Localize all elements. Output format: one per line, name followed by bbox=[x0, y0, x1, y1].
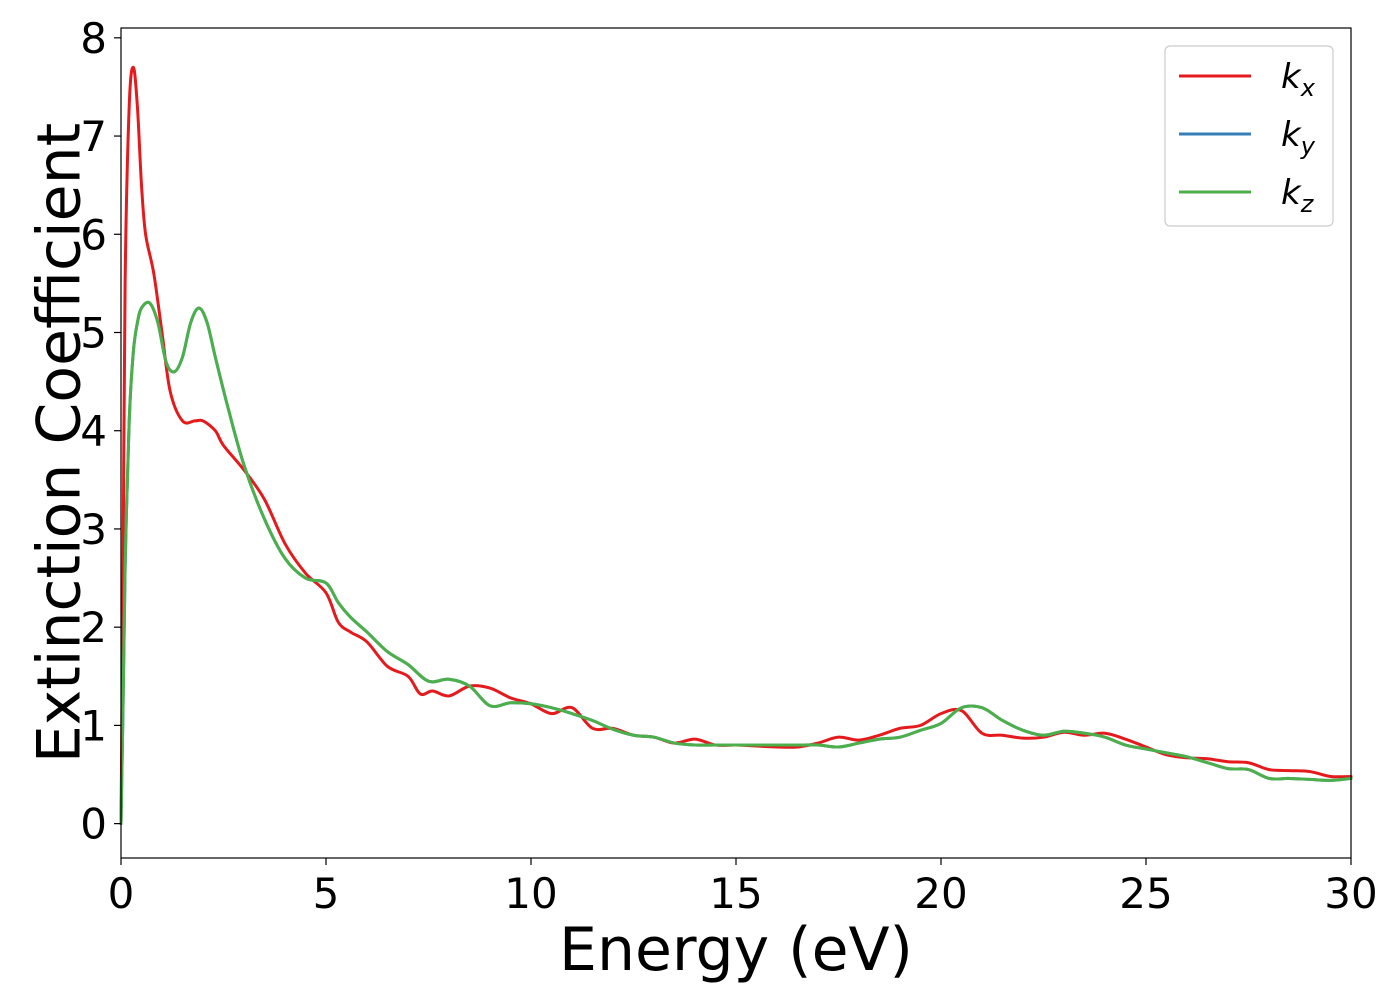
plot-lines bbox=[119, 65, 1353, 826]
x-axis-title: Energy (eV) bbox=[559, 915, 913, 985]
series-line-k-z bbox=[119, 300, 1353, 826]
legend-box bbox=[1164, 45, 1334, 227]
series-line-k-x bbox=[119, 65, 1353, 826]
legend-label-k-z: kz bbox=[1281, 173, 1315, 218]
y-tick-label: 2 bbox=[80, 603, 107, 652]
y-tick-label: 3 bbox=[80, 505, 107, 554]
x-tick-label: 0 bbox=[108, 869, 135, 918]
y-tick-label: 7 bbox=[80, 112, 107, 161]
x-tick-label: 20 bbox=[914, 869, 967, 918]
x-tick-label: 25 bbox=[1119, 869, 1172, 918]
x-tick-label: 5 bbox=[313, 869, 340, 918]
x-tick-label: 30 bbox=[1324, 869, 1377, 918]
legend-label-k-x: kx bbox=[1281, 57, 1316, 102]
x-tick-label: 15 bbox=[709, 869, 762, 918]
x-axis: 0 5 10 15 20 25 30 bbox=[108, 858, 1378, 918]
legend: kx ky kz bbox=[1164, 45, 1334, 227]
y-axis-title: Extinction Coefficient bbox=[25, 123, 95, 763]
legend-label-k-y: ky bbox=[1281, 115, 1316, 160]
y-tick-label: 1 bbox=[80, 701, 107, 750]
y-tick-label: 4 bbox=[80, 407, 107, 456]
y-axis: 0 1 2 3 4 5 6 7 8 bbox=[80, 14, 121, 849]
y-tick-label: 6 bbox=[80, 210, 107, 259]
y-tick-label: 8 bbox=[80, 14, 107, 63]
y-tick-label: 0 bbox=[80, 800, 107, 849]
y-tick-label: 5 bbox=[80, 308, 107, 357]
x-tick-label: 10 bbox=[504, 869, 557, 918]
